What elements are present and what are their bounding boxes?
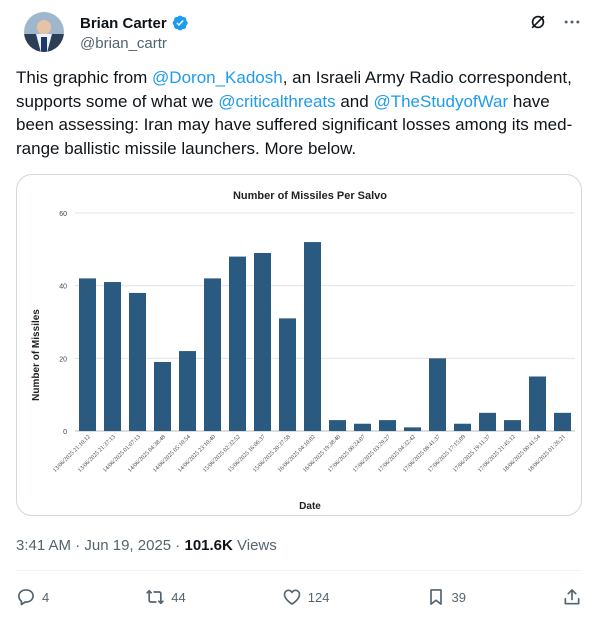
bar: [154, 361, 171, 431]
share-icon: [564, 589, 580, 605]
bar: [529, 376, 546, 431]
mention-link[interactable]: @criticalthreats: [218, 91, 336, 111]
bar: [429, 358, 446, 431]
reply-count: 4: [42, 589, 50, 605]
mention-link[interactable]: @Doron_Kadosh: [152, 68, 283, 87]
bar: [79, 278, 96, 431]
repost-count: 44: [171, 589, 186, 605]
media-image[interactable]: Number of Missiles Per Salvo Number of M…: [16, 174, 582, 516]
mention-link[interactable]: @TheStudyofWar: [373, 91, 509, 111]
header-actions: [528, 12, 582, 32]
bookmark-count: 39: [451, 589, 466, 605]
tweet-text-segment: This graphic from: [16, 68, 153, 87]
bookmark-button[interactable]: 39: [426, 587, 466, 607]
bar: [479, 412, 496, 431]
action-bar: 4 44 124 39: [16, 584, 582, 610]
bar: [329, 420, 346, 431]
more-icon[interactable]: [562, 12, 582, 32]
bar: [304, 242, 321, 431]
chart-xlabel: Date: [299, 501, 321, 512]
chart-title: Number of Missiles Per Salvo: [233, 190, 387, 202]
bookmark-icon: [429, 589, 442, 605]
reply-button[interactable]: 4: [16, 587, 49, 607]
timestamp[interactable]: 3:41 AM: [16, 537, 72, 554]
meta-separator: ·: [171, 537, 185, 554]
repost-icon: [146, 589, 165, 605]
y-tick-label: 40: [59, 284, 67, 291]
y-tick-label: 20: [59, 356, 67, 363]
name-row: Brian Carter: [80, 14, 189, 32]
tweet-text: This graphic from @Doron_Kadosh, an Isra…: [16, 66, 582, 160]
share-button[interactable]: [562, 587, 582, 607]
bar: [104, 282, 121, 431]
verified-icon: [172, 15, 188, 31]
date[interactable]: Jun 19, 2025: [84, 537, 172, 554]
repost-button[interactable]: 44: [145, 587, 186, 607]
y-tick-label: 60: [59, 211, 67, 218]
like-icon: [283, 589, 301, 605]
meta-separator: ·: [71, 537, 85, 554]
bar: [504, 420, 521, 431]
bar: [379, 420, 396, 431]
y-tick-label: 0: [63, 429, 67, 436]
bar: [554, 412, 571, 431]
tweet-header: Brian Carter @brian_cartr: [16, 12, 582, 56]
bar: [279, 318, 296, 431]
user-handle[interactable]: @brian_cartr: [80, 35, 167, 52]
bar: [204, 278, 221, 431]
bar: [454, 423, 471, 431]
views-label: Views: [232, 537, 277, 554]
bar-chart: Number of Missiles Per Salvo Number of M…: [31, 190, 575, 512]
display-name[interactable]: Brian Carter: [80, 14, 167, 32]
divider: [16, 570, 582, 571]
tweet-text-segment: and: [335, 91, 374, 111]
bar: [179, 351, 196, 431]
grok-icon[interactable]: [528, 12, 548, 32]
tweet-meta: 3:41 AM · Jun 19, 2025 · 101.6K Views: [16, 537, 277, 554]
bar: [129, 292, 146, 431]
bar: [404, 427, 421, 431]
tweet-text-segment: , an Israeli Army Radio correspondent, s…: [16, 68, 572, 111]
reply-icon: [18, 589, 34, 606]
like-button[interactable]: 124: [282, 587, 330, 607]
bar: [254, 252, 271, 431]
bar: [229, 256, 246, 431]
chart-ylabel: Number of Missiles: [31, 309, 42, 401]
views-count: 101.6K: [184, 537, 233, 554]
like-count: 124: [307, 589, 330, 605]
bar: [354, 423, 371, 431]
avatar[interactable]: [24, 12, 64, 52]
tweet-text-segment: have been assessing: Iran may have suffe…: [16, 91, 573, 158]
